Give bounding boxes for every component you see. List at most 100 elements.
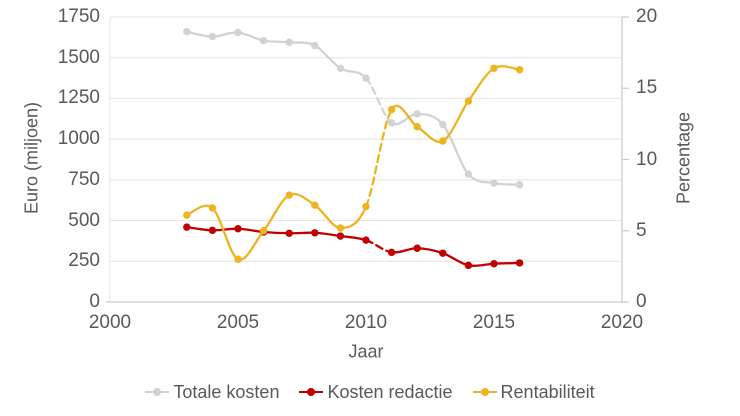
data-point-totale-kosten: [439, 120, 447, 129]
right-axis-tick-label: 15: [636, 77, 658, 99]
data-point-rentabiliteit: [413, 123, 421, 131]
legend-marker-kosten-redactie: [299, 387, 324, 397]
left-axis-tick-label: 500: [68, 209, 100, 231]
series-line-kosten-redactie: [467, 262, 496, 268]
data-point-totale-kosten: [490, 179, 498, 187]
left-axis-tick-label: 1500: [57, 46, 100, 68]
data-point-rentabiliteit: [362, 202, 370, 211]
data-point-rentabiliteit: [183, 211, 191, 219]
legend-item-totale-kosten[interactable]: Totale kosten: [145, 381, 279, 403]
x-axis-tick-label: 2000: [88, 312, 132, 333]
series-line-totale-kosten: [211, 31, 240, 38]
series-line-totale-kosten: [492, 181, 521, 186]
series-line-totale-kosten: [441, 123, 470, 176]
data-point-kosten-redactie: [464, 261, 473, 270]
left-axis-tick-label: 1250: [57, 87, 100, 109]
series-line-totale-kosten: [288, 41, 316, 47]
data-point-kosten-redactie: [234, 225, 242, 233]
series-line-rentabiliteit: [262, 193, 291, 232]
data-point-rentabiliteit: [439, 137, 447, 145]
data-point-rentabiliteit: [387, 105, 396, 114]
data-point-kosten-redactie: [387, 248, 396, 257]
series-line-kosten-redactie: [185, 225, 214, 232]
data-point-rentabiliteit: [336, 224, 345, 232]
series-line-rentabiliteit: [236, 229, 265, 261]
series-line-rentabiliteit: [441, 99, 470, 143]
series-line-rentabiliteit: [364, 108, 393, 208]
series-line-kosten-redactie: [288, 231, 316, 235]
data-point-kosten-redactie: [515, 259, 524, 267]
series-line-kosten-redactie: [416, 247, 444, 255]
data-point-totale-kosten: [515, 181, 524, 189]
x-axis-tick-label: 2010: [344, 312, 388, 333]
legend-marker-totale-kosten: [145, 387, 170, 397]
data-point-totale-kosten: [183, 27, 191, 36]
series-line-totale-kosten: [339, 67, 368, 80]
x-axis-tick-label: 2005: [216, 312, 260, 333]
series-line-kosten-redactie: [441, 251, 470, 267]
right-axis-tick-label: 20: [636, 6, 658, 27]
series-line-rentabiliteit: [211, 206, 240, 261]
data-point-rentabiliteit: [311, 201, 319, 209]
series-line-totale-kosten: [467, 173, 496, 185]
data-point-totale-kosten: [208, 32, 217, 41]
data-point-kosten-redactie: [311, 229, 319, 237]
data-point-kosten-redactie: [490, 260, 498, 268]
series-line-totale-kosten: [313, 44, 342, 70]
series-line-rentabiliteit: [185, 204, 214, 217]
left-axis-title: Euro (miljoen): [21, 101, 42, 215]
series-line-totale-kosten: [262, 39, 291, 44]
legend-marker-rentabiliteit: [472, 387, 497, 397]
right-axis-tick-label: 5: [636, 219, 647, 241]
series-line-kosten-redactie: [339, 234, 368, 242]
chart-legend: Totale kosten Kosten redactie Rentabilitei…: [0, 381, 740, 403]
data-point-totale-kosten: [362, 74, 370, 82]
series-line-totale-kosten: [416, 112, 444, 126]
data-point-rentabiliteit: [515, 66, 524, 74]
left-axis-tick-label: 1750: [57, 6, 100, 27]
data-point-totale-kosten: [336, 64, 345, 73]
data-point-totale-kosten: [413, 110, 421, 118]
series-line-kosten-redactie: [236, 227, 265, 234]
series-line-kosten-redactie: [313, 231, 342, 238]
data-point-totale-kosten: [234, 28, 242, 37]
right-axis-tick-label: 10: [636, 148, 658, 170]
data-point-rentabiliteit: [490, 64, 498, 73]
legend-item-kosten-redactie[interactable]: Kosten redactie: [299, 381, 453, 403]
series-line-rentabiliteit: [313, 203, 342, 230]
left-axis-tick-label: 1000: [57, 128, 100, 150]
series-line-kosten-redactie: [390, 247, 419, 254]
right-axis-title: Percentage: [673, 111, 694, 205]
data-point-rentabiliteit: [234, 255, 242, 263]
data-point-kosten-redactie: [208, 226, 217, 235]
left-axis-tick-label: 250: [68, 250, 100, 272]
legend-label: Kosten redactie: [327, 382, 453, 402]
left-axis-tick-label: 750: [68, 168, 100, 190]
data-point-kosten-redactie: [413, 244, 421, 252]
data-point-kosten-redactie: [285, 229, 293, 237]
data-point-kosten-redactie: [336, 232, 345, 240]
data-point-rentabiliteit: [259, 227, 268, 235]
data-point-kosten-redactie: [183, 223, 191, 231]
series-line-rentabiliteit: [492, 65, 521, 71]
data-point-rentabiliteit: [285, 191, 293, 199]
series-line-rentabiliteit: [288, 192, 316, 207]
data-point-totale-kosten: [387, 119, 396, 127]
x-axis-tick-label: 2020: [600, 312, 644, 333]
data-point-totale-kosten: [259, 36, 268, 45]
series-line-rentabiliteit: [467, 67, 496, 103]
x-axis-title: Jaar: [348, 341, 384, 362]
data-point-totale-kosten: [311, 41, 319, 50]
legend-label: Rentabiliteit: [500, 382, 595, 402]
series-line-kosten-redactie: [262, 230, 291, 235]
series-line-totale-kosten: [185, 30, 214, 38]
data-point-rentabiliteit: [464, 97, 473, 105]
legend-label: Totale kosten: [173, 382, 280, 402]
series-line-kosten-redactie: [492, 261, 521, 265]
legend-item-rentabiliteit[interactable]: Rentabiliteit: [472, 381, 595, 403]
series-line-kosten-redactie: [211, 227, 240, 232]
data-point-kosten-redactie: [362, 236, 370, 244]
x-axis-tick-label: 2015: [472, 312, 516, 333]
